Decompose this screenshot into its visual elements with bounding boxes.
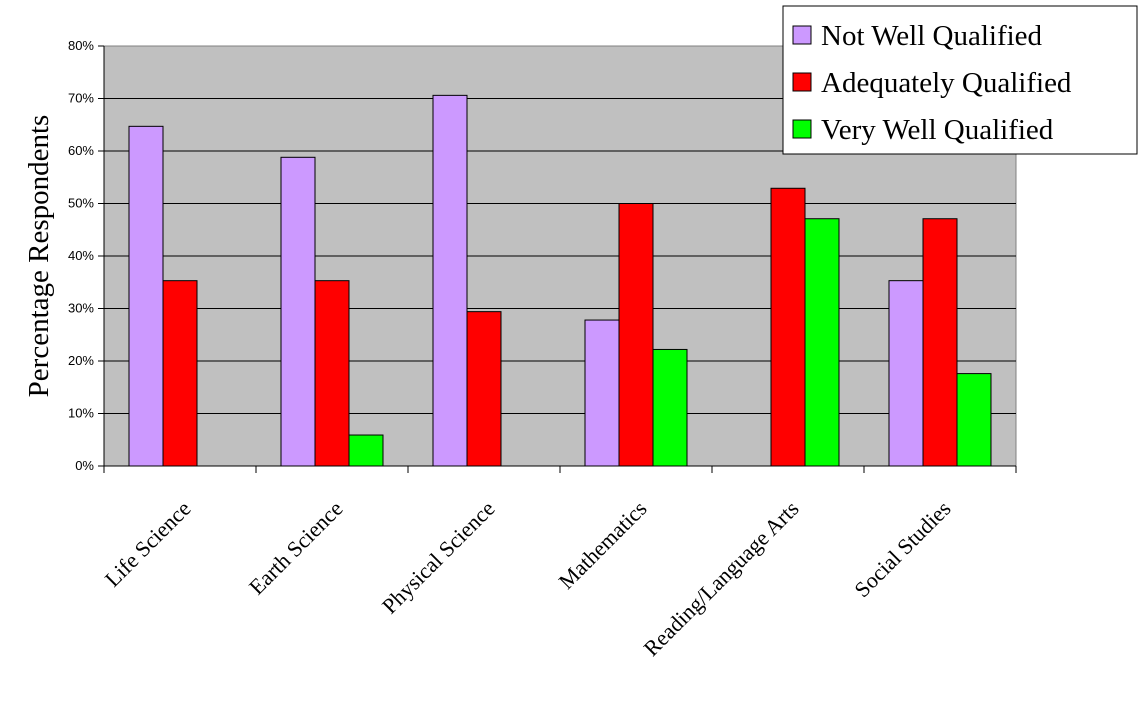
bar [770,187,806,467]
bars [128,94,992,467]
bar [584,319,620,467]
bar [922,218,958,467]
bar [804,218,840,467]
y-tick-label: 50% [68,196,94,211]
y-tick-labels: 0% 10% 20% 30% 40% 50% 60% 70% 80% [68,38,94,473]
legend-label: Very Well Qualified [821,114,1054,146]
legend: Not Well Qualified Adequately Qualified Ve… [782,5,1138,155]
bar [432,94,468,467]
y-axis-label: Percentage Respondents [23,115,55,398]
y-tick-label: 70% [68,91,94,106]
x-tick-label: Social Studies [849,496,955,602]
bar [652,348,688,467]
bar [618,203,654,467]
x-tick-label: Earth Science [244,496,348,600]
x-tick-labels: Life Science Earth Science Physical Scienc… [100,496,956,661]
y-tick-label: 40% [68,248,94,263]
legend-swatch [792,72,812,92]
bar [280,156,316,467]
bar [956,373,992,467]
y-tick-label: 60% [68,143,94,158]
legend-label: Not Well Qualified [821,20,1043,52]
y-tick-label: 30% [68,301,94,316]
legend-swatch [792,25,812,45]
x-tick-label: Life Science [100,496,196,592]
y-tick-label: 10% [68,406,94,421]
legend-label: Adequately Qualified [821,67,1072,99]
y-tick-label: 0% [75,458,94,473]
y-tick-label: 80% [68,38,94,53]
bar [128,125,164,467]
bar [348,434,384,467]
x-tick-label: Physical Science [377,496,500,619]
legend-box [782,5,1138,155]
axes [98,45,1017,473]
y-tick-label: 20% [68,353,94,368]
x-tick-label: Mathematics [554,496,652,594]
x-tick-label: Reading/Language Arts [639,496,804,661]
bar [888,280,924,467]
bar [162,280,198,467]
legend-swatch [792,119,812,139]
bar [314,280,350,467]
bar [466,311,502,467]
